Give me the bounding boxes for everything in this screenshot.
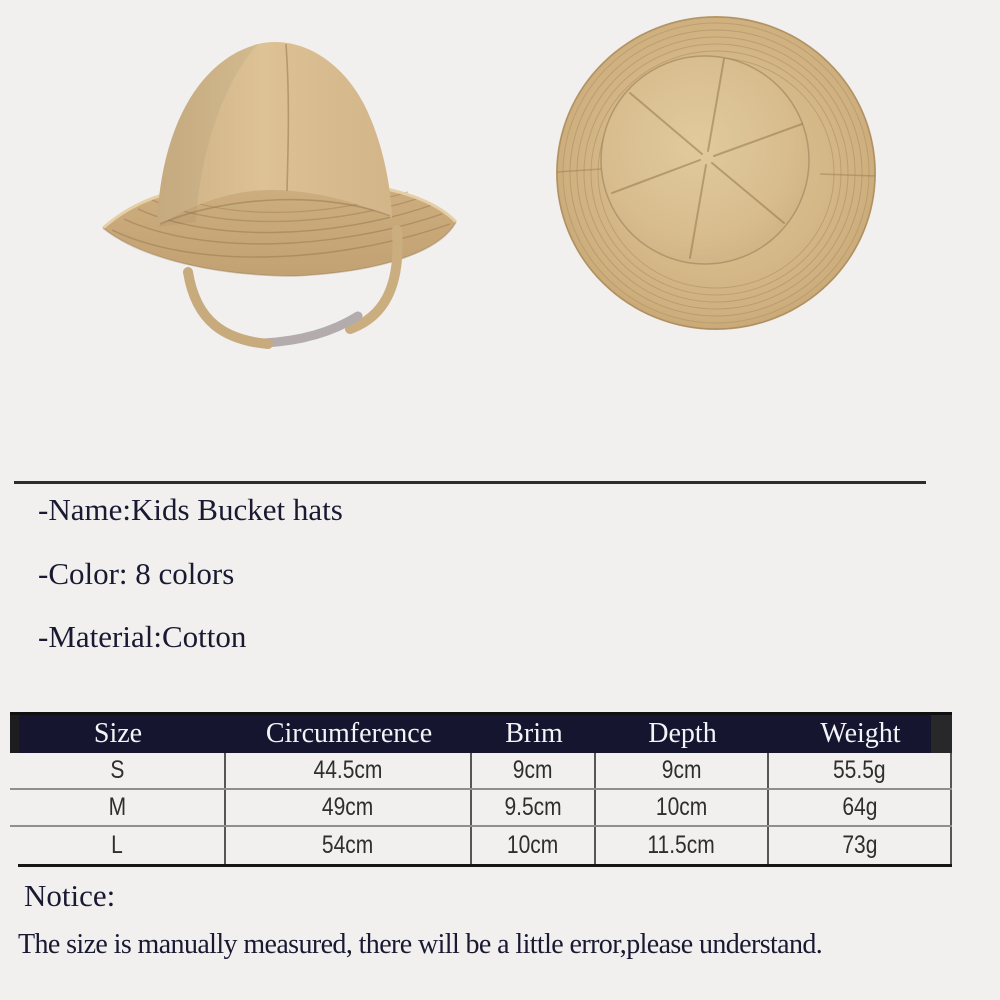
cell-m-size: M xyxy=(10,790,226,825)
bucket-hat-top-image xyxy=(556,16,876,330)
cell-l-brim: 10cm xyxy=(472,827,596,864)
section-divider-line xyxy=(14,481,926,484)
table-bottom-border xyxy=(18,864,952,867)
cell-l-depth: 11.5cm xyxy=(596,827,769,864)
cell-s-depth: 9cm xyxy=(596,753,769,788)
header-brim: Brim xyxy=(505,718,563,749)
cell-s-size: S xyxy=(10,753,226,788)
header-right-endcap xyxy=(931,715,952,753)
size-table-header-row: Size Circumference Brim Depth Weight xyxy=(10,715,952,753)
hat-chin-strap xyxy=(183,225,403,349)
header-weight: Weight xyxy=(820,718,901,749)
product-name-line: -Name:Kids Bucket hats xyxy=(38,492,343,527)
table-row-size-m: M 49cm 9.5cm 10cm 64g xyxy=(10,790,952,827)
cell-l-weight: 73g xyxy=(769,827,952,864)
notice-label: Notice: xyxy=(24,878,116,913)
cell-s-weight: 55.5g xyxy=(769,753,952,788)
cell-m-brim: 9.5cm xyxy=(472,790,596,825)
cell-m-circumference: 49cm xyxy=(226,790,472,825)
hat-crown xyxy=(157,41,392,227)
cell-s-circumference: 44.5cm xyxy=(226,753,472,788)
header-depth: Depth xyxy=(648,718,717,749)
hat-top-crown xyxy=(600,55,810,265)
cell-m-depth: 10cm xyxy=(596,790,769,825)
cell-l-size: L xyxy=(10,827,226,864)
bucket-hat-front-image xyxy=(102,41,458,349)
cell-m-weight: 64g xyxy=(769,790,952,825)
table-top-border xyxy=(10,712,952,715)
header-left-endcap xyxy=(10,715,19,753)
header-circumference: Circumference xyxy=(265,718,433,749)
table-row-size-s: S 44.5cm 9cm 9cm 55.5g xyxy=(10,753,952,790)
cell-l-circumference: 54cm xyxy=(226,827,472,864)
notice-text: The size is manually measured, there wil… xyxy=(18,929,823,960)
table-row-size-l: L 54cm 10cm 11.5cm 73g xyxy=(10,827,952,864)
strap-velcro-strip xyxy=(259,311,363,348)
product-color-line: -Color: 8 colors xyxy=(38,556,235,591)
header-size: Size xyxy=(93,718,143,749)
cell-s-brim: 9cm xyxy=(472,753,596,788)
product-material-line: -Material:Cotton xyxy=(38,619,247,654)
